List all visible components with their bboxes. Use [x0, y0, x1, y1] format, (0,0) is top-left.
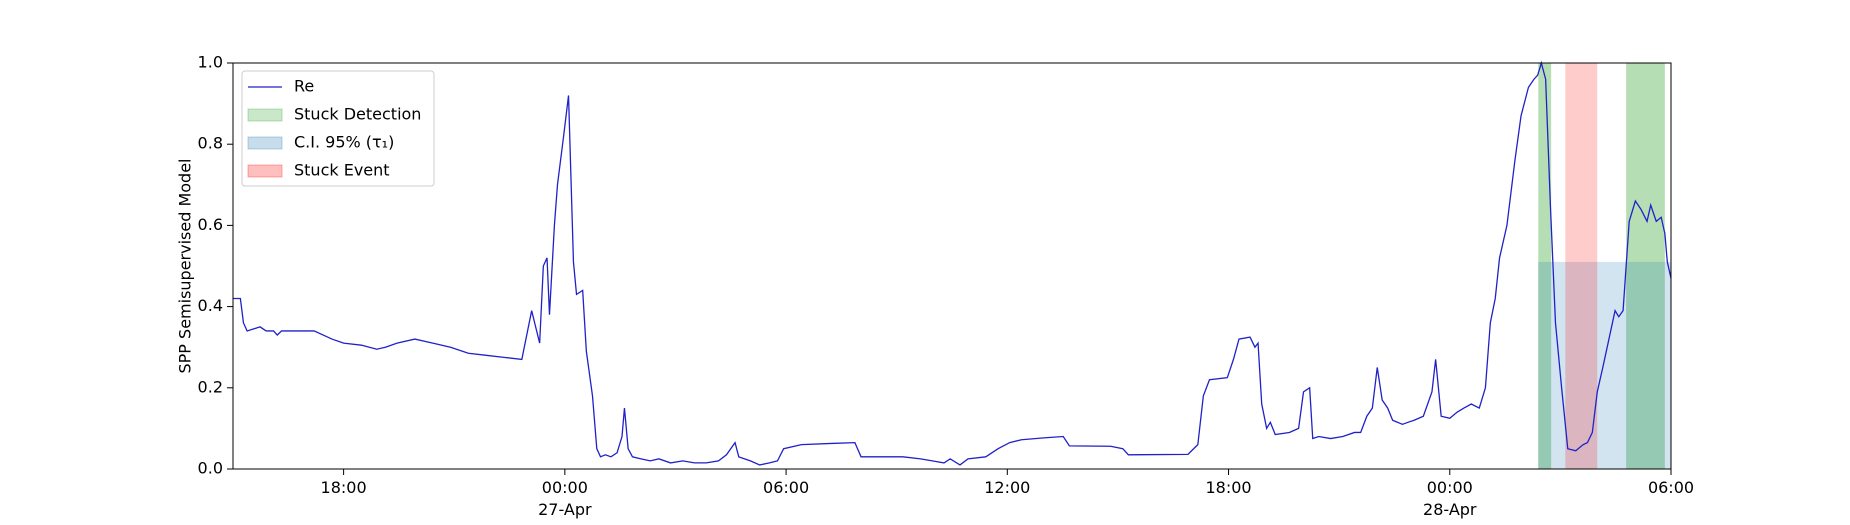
x-tick-label-line: 06:00	[763, 478, 809, 497]
legend-frame	[241, 70, 435, 187]
y-tick-label: 0.2	[198, 377, 223, 396]
legend-label: Re	[294, 77, 314, 96]
y-tick-label: 0.4	[198, 296, 223, 315]
legend-patch	[247, 164, 283, 178]
x-tick-label: 06:00	[763, 478, 809, 497]
y-tick-label: 0.8	[198, 134, 223, 153]
x-tick-label-line: 06:00	[1648, 478, 1694, 497]
span	[1538, 63, 1552, 469]
y-axis-label: SPP Semisupervised Model	[176, 159, 195, 374]
legend-patch	[247, 136, 283, 150]
y-tick-label: 0.0	[198, 459, 223, 478]
span	[1538, 261, 1671, 469]
y-tick-label: 0.6	[198, 215, 223, 234]
x-tick-label: 12:00	[984, 478, 1030, 497]
x-tick-label-line: 1900	[544, 522, 585, 525]
x-tick-label-line: 00:00	[1427, 478, 1473, 497]
span	[1565, 63, 1598, 469]
legend-label: Stuck Detection	[294, 105, 421, 124]
x-tick-label-line: 00:00	[542, 478, 588, 497]
legend-label: Stuck Event	[294, 161, 390, 180]
span	[1626, 63, 1665, 469]
line	[233, 60, 1672, 466]
x-tick-label-line: 12:00	[984, 478, 1030, 497]
x-tick-label: 18:00	[1205, 478, 1251, 497]
x-tick-label-line: 28-Apr	[1423, 500, 1477, 519]
plot-frame	[232, 62, 1672, 470]
legend-label: C.I. 95% (τ₁)	[294, 133, 394, 152]
x-tick-label: 06:00	[1648, 478, 1694, 497]
y-tick-label: 1.0	[198, 53, 223, 72]
x-tick-label: 00:00 27-Apr 1900	[538, 478, 592, 525]
x-tick-label: 00:00 28-Apr	[1423, 478, 1477, 519]
x-tick-label-line: 18:00	[321, 478, 367, 497]
x-tick-label-line: 27-Apr	[538, 500, 592, 519]
x-tick-label-line: 18:00	[1205, 478, 1251, 497]
legend-patch	[247, 108, 283, 122]
x-tick-label: 18:00	[321, 478, 367, 497]
